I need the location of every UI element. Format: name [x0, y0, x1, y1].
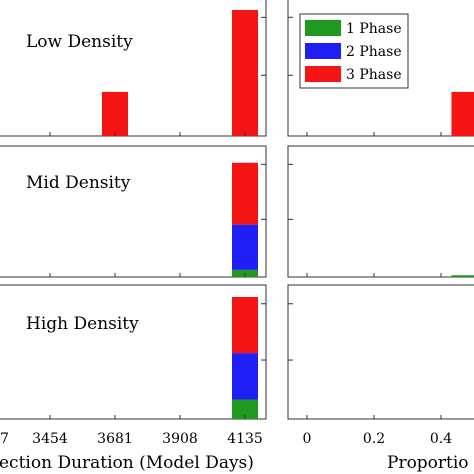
x-tick-label-3908: 3908: [162, 431, 198, 447]
legend-swatch-2-phase: [305, 43, 341, 59]
legend-label-3-phase: 3 Phase: [346, 67, 402, 83]
bar-left-row-1-0-phase3: [232, 162, 258, 225]
x-tick-label-edge: 7: [0, 431, 9, 447]
panel-right-row-1: [287, 145, 474, 278]
legend-swatch-1-phase: [305, 20, 341, 36]
row-label-low: Low Density: [26, 32, 133, 52]
ticks-layer: [49, 16, 442, 419]
legend-label-2-phase: 2 Phase: [346, 44, 402, 60]
right-x-tick-label-0.4: 0.4: [430, 431, 452, 447]
bar-left-row-2-0-phase3: [232, 297, 258, 354]
tick-labels-layer: 7 3454 3681 3908 4135 0 0.2 0.4: [0, 431, 452, 447]
x-tick-label-3681: 3681: [97, 431, 133, 447]
row-label-high: High Density: [26, 314, 139, 334]
bars-layer: [102, 10, 474, 419]
x-tick-label-3454: 3454: [32, 431, 68, 447]
legend: 1 Phase 2 Phase 3 Phase: [299, 13, 409, 89]
panel-right-row-2: [287, 284, 474, 420]
bar-left-row-1-0-phase2: [232, 224, 258, 270]
right-x-tick-label-0.2: 0.2: [363, 431, 385, 447]
bar-right-row-0-0-phase3: [451, 91, 474, 136]
panel-left-row-1: [0, 145, 267, 278]
panel-left-row-2: [0, 284, 267, 420]
bar-right-row-1-0-phase1: [451, 275, 474, 277]
legend-label-1-phase: 1 Phase: [346, 21, 402, 37]
panel-right-row-0: [287, 0, 474, 137]
x-tick-label-4135: 4135: [227, 431, 263, 447]
right-x-tick-label-0: 0: [303, 431, 312, 447]
legend-swatch-3-phase: [305, 66, 341, 82]
panel-left-row-0: [0, 0, 267, 137]
bar-left-row-0-0-phase3: [102, 91, 128, 136]
row-label-mid: Mid Density: [26, 173, 131, 193]
panels-layer: [0, 0, 474, 420]
right-x-axis-label: Proportio: [387, 453, 469, 473]
bar-left-row-0-1-phase3: [232, 10, 258, 136]
bar-left-row-2-0-phase1: [232, 399, 258, 419]
bar-left-row-2-0-phase2: [232, 353, 258, 400]
left-x-axis-label: ection Duration (Model Days): [0, 453, 254, 473]
